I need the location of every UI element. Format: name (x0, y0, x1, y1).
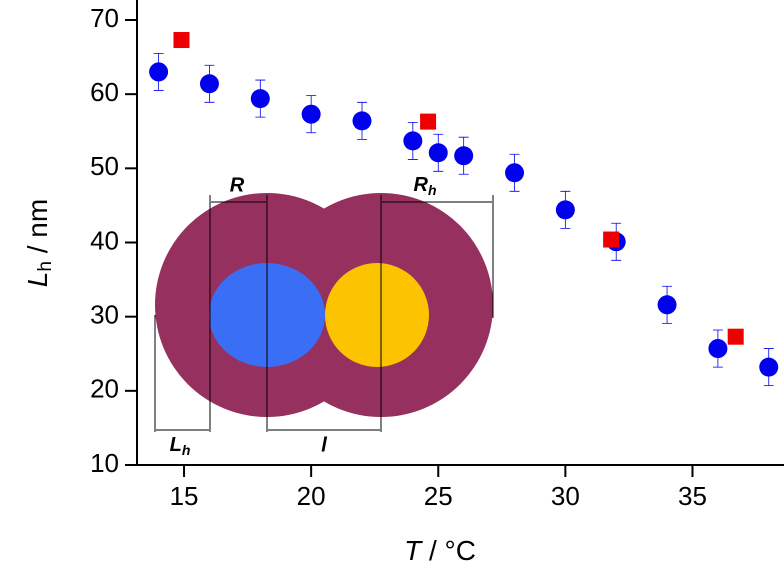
point (727, 328, 744, 345)
inset-label: l (321, 434, 327, 456)
point (420, 113, 437, 130)
inset-label: L (170, 434, 182, 456)
inset-label: Rh (413, 174, 436, 197)
point (759, 357, 779, 377)
y-axis-label: L (22, 272, 53, 288)
point (301, 104, 321, 124)
point (657, 295, 677, 315)
inset-label: Lh (170, 434, 191, 457)
y-tick-label: 20 (90, 374, 119, 404)
y-tick-label: 60 (90, 77, 119, 107)
x-tick-label: 25 (424, 481, 453, 511)
dimension-lines (154, 195, 494, 432)
x-axis-label: T (404, 535, 423, 566)
x-axis-label: / °C (421, 535, 476, 566)
y-tick-label: 70 (90, 3, 119, 33)
y-axis-label: h (35, 261, 56, 272)
point (352, 111, 372, 131)
y-tick-label: 40 (90, 225, 119, 255)
x-tick-label: 30 (551, 481, 580, 511)
y-axis-label: / nm (22, 199, 53, 261)
inset-label-sub: h (428, 182, 437, 198)
point (403, 131, 423, 151)
point (199, 74, 219, 94)
particle-core (325, 263, 429, 367)
point (454, 146, 474, 166)
point (428, 143, 448, 163)
inset-diagram: R Rh Lh l (154, 174, 494, 458)
x-tick-label: 15 (170, 481, 199, 511)
point (250, 89, 270, 109)
inset-label: R (230, 174, 245, 196)
point (173, 32, 190, 49)
point (555, 200, 575, 220)
inset-label: R (413, 174, 428, 196)
inset-label-sub: h (182, 442, 191, 458)
point (505, 163, 525, 183)
point (149, 62, 169, 82)
x-axis-label: T / °C (404, 535, 476, 566)
y-tick-label: 30 (90, 300, 119, 330)
x-tick-label: 20 (297, 481, 326, 511)
point (603, 231, 620, 248)
y-tick-label: 10 (90, 448, 119, 478)
point (708, 339, 728, 359)
y-tick-label: 50 (90, 151, 119, 181)
x-tick-label: 35 (678, 481, 707, 511)
y-axis-label: Lh / nm (22, 199, 56, 287)
